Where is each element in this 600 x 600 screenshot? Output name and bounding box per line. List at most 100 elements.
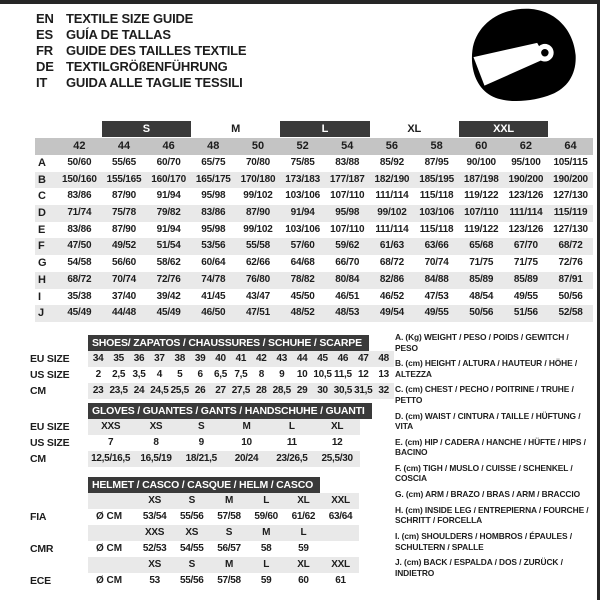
measurement-value: 70/80	[245, 157, 270, 168]
measurement-value: 150/160	[61, 173, 97, 185]
row-values: 2 2,5 3,5 4 5 6 6,5 7,5 8 9 10 10,5 11,5 12 13	[88, 367, 394, 383]
row-label	[30, 493, 88, 509]
size-cell: 34	[92, 353, 104, 364]
legend-item: A. (Kg) WEIGHT / PESO / POIDS / GEWITCH …	[395, 332, 569, 353]
size-cell: 53	[149, 575, 160, 586]
measurement-value: 115/119	[553, 207, 588, 219]
legend-item: B. (cm) HEIGHT / ALTURA / HAUTEUR / HÖHE…	[395, 358, 578, 379]
size-cell: 29	[296, 385, 308, 396]
row-label: US SIZE	[30, 369, 70, 381]
row-values: 23 23,5 24 24,5 25,5 26 27 27,5 28 28,5 29 30 30,5 31…	[88, 383, 394, 399]
size-column-header: 58	[430, 140, 443, 152]
size-cell: 32	[378, 385, 389, 396]
measurement-value: 45/50	[290, 290, 315, 302]
size-column-header: 52	[296, 140, 309, 152]
helmet-row: XXS XS S M L	[30, 525, 360, 541]
size-band-row: S M L XL XXL	[57, 121, 593, 138]
size-cell: 47	[358, 353, 369, 364]
measurement-value: 76/80	[245, 273, 270, 285]
size-band-S: S	[101, 121, 191, 137]
measurement-value: 84/88	[424, 273, 449, 285]
legend-item: D. (cm) WAIST / CINTURA / TAILLE / HÜFTU…	[395, 410, 581, 432]
guide-title: GUIDE DES TAILLES TEXTILE	[66, 43, 247, 58]
size-cell: 55/56	[180, 511, 204, 522]
measurement-value: 107/110	[330, 190, 365, 202]
measurement-value: 127/130	[553, 190, 588, 202]
size-cell: 28,5	[272, 385, 292, 396]
size-cell: 18/21,5	[185, 453, 218, 464]
size-cell: 35	[113, 353, 124, 364]
size-cell: 2	[95, 369, 102, 380]
measurement-value: 61/63	[379, 240, 404, 252]
size-cell: 24	[133, 385, 145, 396]
measurement-value: 63/66	[424, 240, 449, 252]
size-band-XL: XL	[407, 123, 422, 135]
size-cell: 13	[378, 369, 389, 380]
size-cell: 61/62	[291, 511, 316, 522]
size-cell: 24,5	[150, 385, 169, 396]
language-row: FR GUIDE DES TAILLES TEXTILE	[36, 43, 247, 59]
measurement-value: 190/200	[553, 173, 588, 185]
measurement-value: 41/45	[201, 290, 226, 302]
measurement-value: 103/106	[285, 190, 320, 202]
size-band-L: L	[280, 121, 370, 137]
row-letter: I	[38, 290, 41, 303]
measurement-value: 99/102	[243, 223, 273, 235]
size-cell: 27	[215, 385, 226, 396]
guide-title: TEXTILE SIZE GUIDE	[66, 11, 194, 26]
measurement-value: 71/75	[513, 257, 538, 269]
size-cell: 42	[256, 353, 267, 364]
row-label	[30, 557, 88, 573]
measurement-value: 70/74	[111, 273, 136, 285]
measurement-value: 70/74	[424, 257, 449, 269]
measurement-value: 95/98	[201, 190, 226, 202]
measurement-value: 50/60	[67, 157, 92, 168]
size-cell: 58	[260, 543, 272, 554]
size-cell: 23	[92, 385, 104, 396]
row-values: XS S M L XL XXL	[88, 493, 360, 509]
language-row: DE TEXTILGRÖßENFÜHRUNG	[36, 59, 246, 75]
diameter-cm-prefix	[88, 493, 136, 509]
measurement-value: 107/110	[330, 223, 365, 235]
diameter-cm-prefix: Ø CM	[96, 575, 123, 586]
measurement-value: 50/56	[469, 307, 494, 319]
measurement-value: 55/58	[245, 240, 270, 252]
measurement-row: G 54/58 56/60 58/62 60/64 62/66 64/68 66/70 68/7…	[35, 255, 593, 272]
language-code: ES	[36, 27, 53, 42]
gloves-table: EU SIZE XXS XS S M L XL US SIZE 7 8 9 10 11 12 CM 12,5/…	[30, 419, 372, 467]
measurement-value: 103/106	[419, 207, 454, 219]
guide-title: TEXTILGRÖßENFÜHRUNG	[66, 59, 228, 74]
helmet-table: XS S M L XL XXL FIA Ø CM 53/54 55/56 57/58 59/60 61/…	[30, 493, 360, 589]
measurement-row: H 68/72 70/74 72/76 74/78 76/80 78/82 80/84 82/8…	[35, 271, 593, 289]
gloves-section-header: GLOVES / GUANTES / GANTS / HANDSCHUHE / …	[88, 403, 372, 419]
size-cell: XXS	[101, 421, 121, 432]
size-cell: 23/26,5	[276, 453, 308, 464]
measurement-value: 48/53	[335, 307, 360, 319]
row-values: Ø CM 53 55/56 57/58 59 60 61	[88, 573, 359, 589]
size-band-XXL: XXL	[458, 121, 549, 137]
measurement-value: 56/60	[111, 257, 136, 269]
measurement-value: 46/51	[335, 290, 360, 302]
measurement-value: 45/49	[156, 307, 181, 319]
row-letter: H	[38, 273, 46, 286]
measurement-value: 123/126	[508, 190, 544, 202]
measurement-value: 68/72	[558, 240, 583, 252]
measurement-value: 51/56	[513, 307, 538, 319]
row-values: 12,5/16,5 16,5/19 18/21,5 20/24 23/26,5 25,5/…	[88, 451, 360, 467]
measurement-rows: A 50/60 55/65 60/70 65/75 70/80 75/85 83/88 85/9…	[35, 155, 593, 322]
measurement-value: 80/84	[335, 273, 360, 285]
measurement-value: 66/70	[335, 257, 360, 269]
shoes-row: CM 23 23,5 24 24,5 25,5 26 27 27,5 28 28,5 29 30 30,5…	[30, 383, 394, 399]
measurement-value: 111/114	[375, 223, 409, 235]
size-cell: L	[288, 421, 295, 432]
measurement-legend: A. (Kg) WEIGHT / PESO / POIDS / GEWITCH …	[395, 332, 592, 583]
size-cell: 52/53	[142, 543, 167, 554]
size-cell: 3,5	[132, 369, 146, 380]
guide-title: GUÍA DE TALLAS	[66, 27, 171, 42]
shoes-section-header: SHOES/ ZAPATOS / CHAUSSURES / SCHUHE / S…	[88, 335, 369, 351]
size-cell: L	[263, 559, 270, 570]
gloves-section: GLOVES / GUANTES / GANTS / HANDSCHUHE / …	[30, 403, 372, 467]
measurement-value: 65/75	[201, 157, 226, 168]
size-cell: XL	[297, 495, 310, 506]
measurement-value: 99/102	[243, 190, 273, 202]
